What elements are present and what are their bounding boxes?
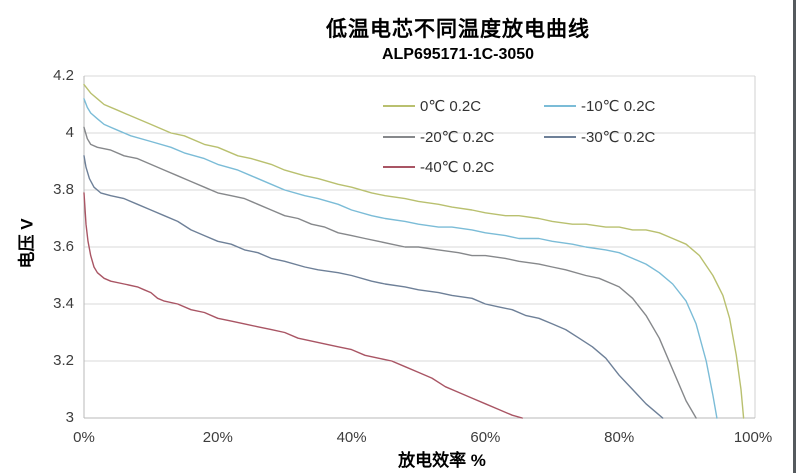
- y-tick-label: 3.8: [53, 181, 74, 198]
- y-tick-label: 3: [65, 409, 74, 426]
- legend-label: -30℃ 0.2C: [581, 129, 656, 146]
- x-tick-label: 40%: [336, 429, 367, 446]
- legend-item--30C: -30℃ 0.2C: [544, 128, 655, 146]
- legend-line-swatch: [544, 105, 576, 107]
- legend-line-swatch: [383, 105, 415, 107]
- series-line--10C: [83, 98, 718, 419]
- series-line--40C: [83, 192, 523, 419]
- y-tick-label: 3.6: [53, 238, 74, 255]
- legend-label: -40℃ 0.2C: [420, 159, 495, 176]
- legend-line-swatch: [544, 136, 576, 138]
- series-line--20C: [83, 126, 697, 419]
- x-tick-label: 20%: [202, 429, 233, 446]
- legend-label: -20℃ 0.2C: [420, 129, 495, 146]
- chart-title: 低温电芯不同温度放电曲线: [326, 18, 590, 41]
- screen-right-border: [793, 0, 796, 473]
- y-tick-label: 3.4: [53, 295, 74, 312]
- chart-subtitle: ALP695171-1C-3050: [381, 46, 535, 63]
- y-tick-label: 4: [65, 124, 74, 141]
- series-line-0C: [83, 83, 745, 419]
- legend-label: 0℃ 0.2C: [420, 98, 482, 115]
- legend-label: -10℃ 0.2C: [581, 98, 656, 115]
- legend-item--40C: -40℃ 0.2C: [383, 158, 494, 176]
- legend-item--20C: -20℃ 0.2C: [383, 128, 494, 146]
- series-line--30C: [83, 155, 664, 419]
- legend-item-0C: 0℃ 0.2C: [383, 97, 481, 115]
- legend-line-swatch: [383, 166, 415, 168]
- x-tick-label: 100%: [733, 429, 773, 446]
- x-axis-title: 放电效率 %: [398, 451, 486, 470]
- x-tick-label: 0%: [73, 429, 95, 446]
- x-tick-label: 80%: [604, 429, 635, 446]
- legend-line-swatch: [383, 136, 415, 138]
- legend-item--10C: -10℃ 0.2C: [544, 97, 655, 115]
- y-tick-label: 3.2: [53, 352, 74, 369]
- x-tick-label: 60%: [470, 429, 501, 446]
- y-tick-label: 4.2: [53, 67, 74, 84]
